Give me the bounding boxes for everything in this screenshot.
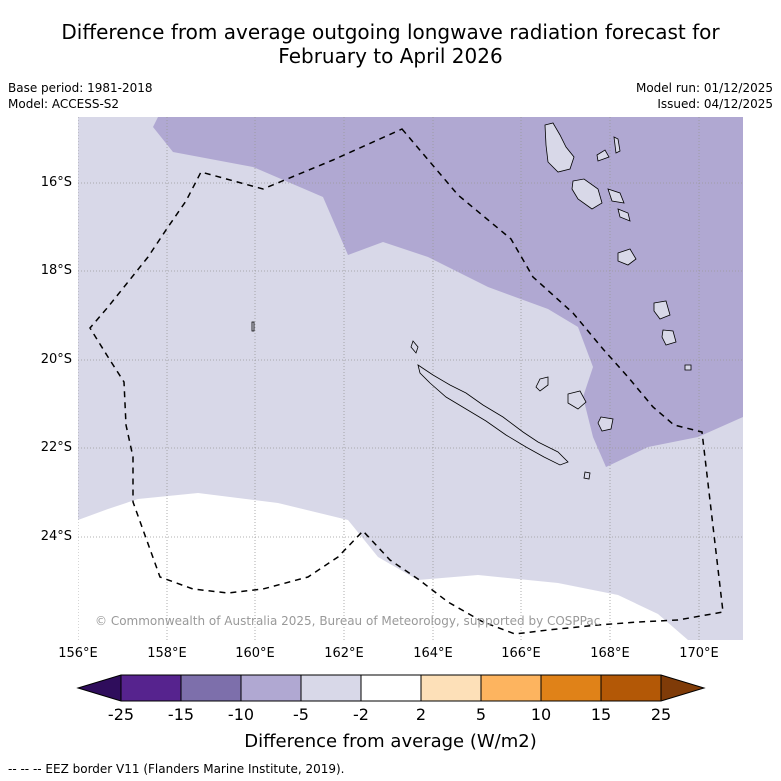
neutral-region xyxy=(78,493,688,640)
lon-label-160E: 160°E xyxy=(235,646,275,661)
colorbar-tick: -25 xyxy=(107,705,135,724)
map-panel[interactable] xyxy=(78,117,743,640)
lat-label-20S: 20°S xyxy=(40,352,72,367)
colorbar-segment xyxy=(301,675,361,701)
colorbar-segment xyxy=(121,675,181,701)
colorbar-segment xyxy=(601,675,661,701)
lon-label-164E: 164°E xyxy=(413,646,453,661)
meta-right: Model run: 01/12/2025 Issued: 04/12/2025 xyxy=(636,80,773,112)
coastlines xyxy=(251,122,692,480)
colorbar-label: Difference from average (W/m2) xyxy=(244,731,537,752)
colorbar-tick: -5 xyxy=(293,705,309,724)
map-svg xyxy=(78,117,743,640)
colorbar-segment xyxy=(541,675,601,701)
colorbar-tick: 15 xyxy=(590,705,612,724)
copyright-note: © Commonwealth of Australia 2025, Bureau… xyxy=(95,614,601,628)
lon-label-158E: 158°E xyxy=(147,646,187,661)
lat-label-24S: 24°S xyxy=(40,529,72,544)
colorbar-tick: -2 xyxy=(353,705,369,724)
chart-title: Difference from average outgoing longwav… xyxy=(0,20,781,68)
title-line-2: February to April 2026 xyxy=(278,44,503,68)
model-run: Model run: 01/12/2025 xyxy=(635,81,773,95)
islet-icon xyxy=(684,364,692,371)
lat-label-18S: 18°S xyxy=(40,263,72,278)
vanuatu-north-icon xyxy=(544,122,575,173)
colorbar-segment xyxy=(181,675,241,701)
new-caledonia-icon xyxy=(417,364,569,466)
issued-date: Issued: 04/12/2025 xyxy=(657,97,773,111)
islet-icon xyxy=(617,248,637,266)
colorbar-tick: 10 xyxy=(530,705,552,724)
eez-legend-note: -- -- -- EEZ border V11 (Flanders Marine… xyxy=(8,762,345,776)
lon-label-170E: 170°E xyxy=(679,646,719,661)
base-period: Base period: 1981-2018 xyxy=(8,81,153,95)
lat-label-16S: 16°S xyxy=(40,175,72,190)
vanuatu-central-icon xyxy=(571,178,603,210)
lon-label-156E: 156°E xyxy=(58,646,98,661)
colorbar-high-arrow xyxy=(661,675,704,701)
lon-label-162E: 162°E xyxy=(324,646,364,661)
colorbar-tick: -15 xyxy=(167,705,195,724)
colorbar-dividers xyxy=(120,675,662,701)
islet-icon xyxy=(617,208,631,222)
colorbar-tick: 25 xyxy=(650,705,672,724)
model-name: Model: ACCESS-S2 xyxy=(8,97,120,111)
colorbar xyxy=(76,674,706,702)
lon-label-166E: 166°E xyxy=(501,646,541,661)
islet-icon xyxy=(596,149,610,162)
colorbar-segment xyxy=(421,675,481,701)
islet-icon xyxy=(251,321,255,332)
islet-icon xyxy=(607,188,625,204)
colorbar-low-arrow xyxy=(78,675,121,701)
meta-left: Base period: 1981-2018 Model: ACCESS-S2 xyxy=(8,80,153,112)
eez-border xyxy=(89,128,724,635)
islet-icon xyxy=(613,136,621,154)
colorbar-tick: 5 xyxy=(475,705,487,724)
islet-icon xyxy=(653,300,671,320)
islet-icon xyxy=(597,416,614,432)
islet-icon xyxy=(661,329,677,346)
loyalty-islands-icon xyxy=(567,390,587,410)
colorbar-segment xyxy=(481,675,541,701)
lat-label-22S: 22°S xyxy=(40,440,72,455)
islet-icon xyxy=(583,471,591,480)
title-line-1: Difference from average outgoing longwav… xyxy=(61,20,720,44)
lon-label-168E: 168°E xyxy=(590,646,630,661)
colorbar-tick: 2 xyxy=(415,705,427,724)
islet-icon xyxy=(410,340,419,354)
colorbar-segment xyxy=(361,675,421,701)
colorbar-tick: -10 xyxy=(227,705,255,724)
colorbar-segment xyxy=(241,675,301,701)
islet-icon xyxy=(535,376,549,392)
